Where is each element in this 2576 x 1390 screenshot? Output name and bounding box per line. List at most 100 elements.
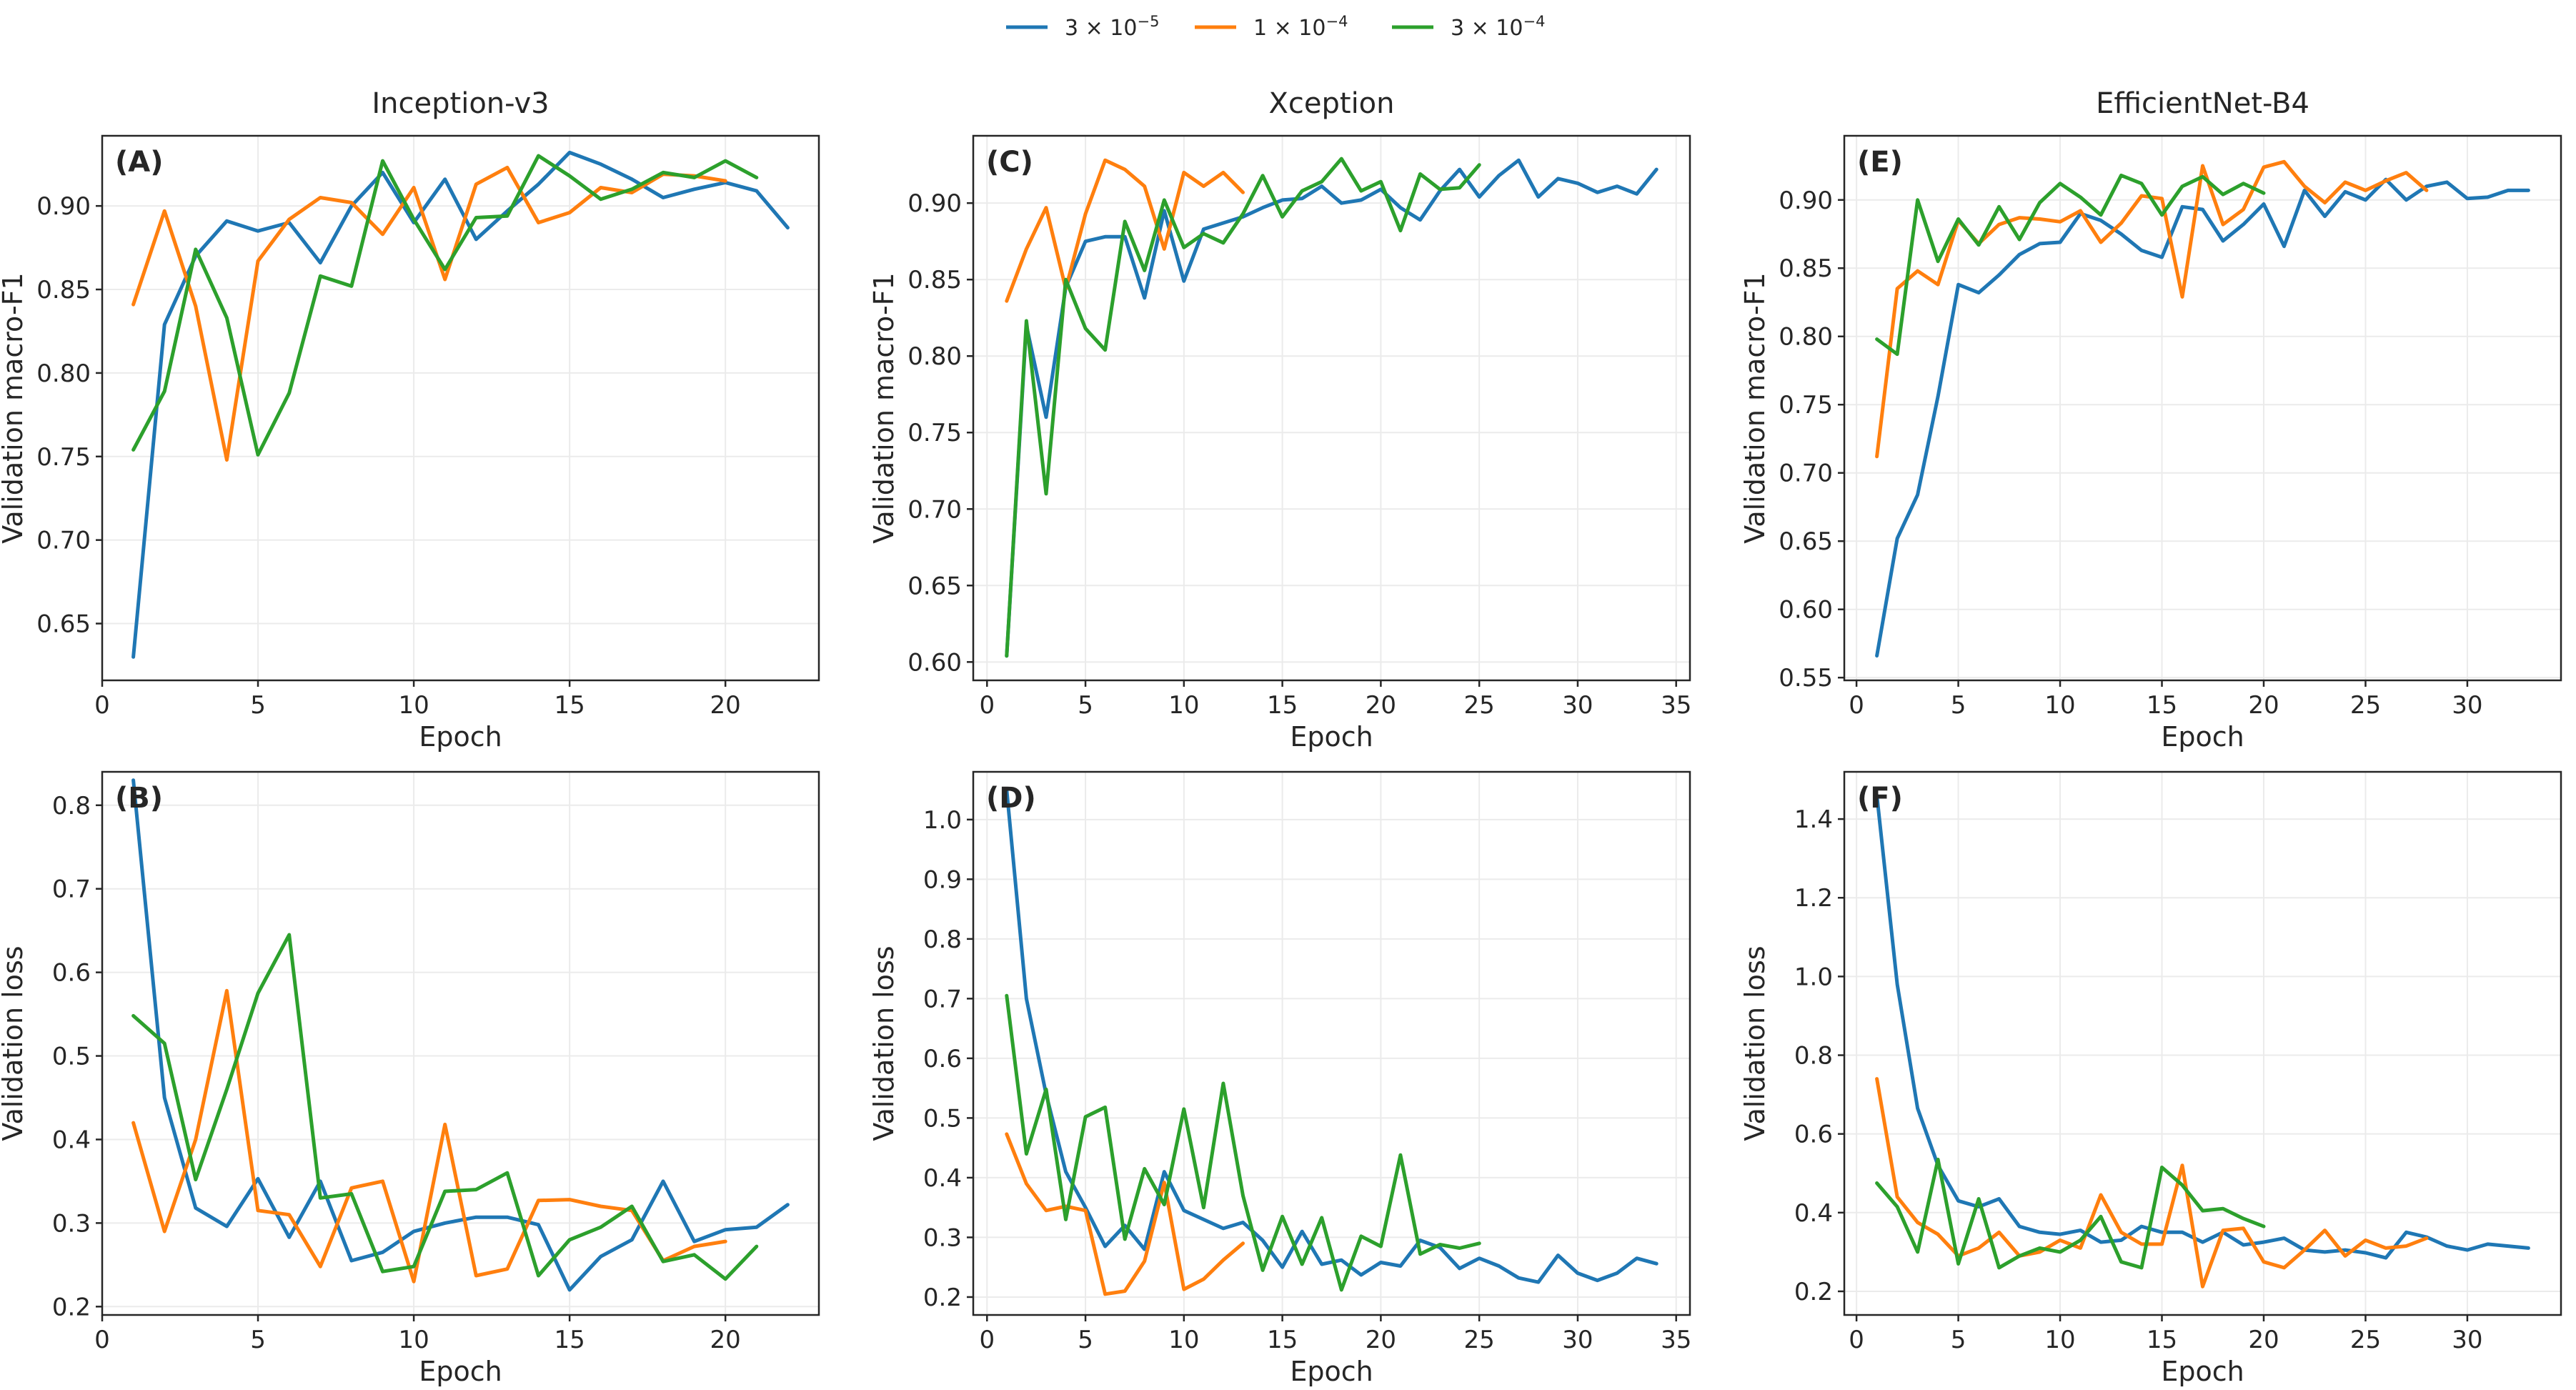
plot-frame	[1843, 770, 2562, 1316]
x-tick-label: 30	[1562, 691, 1593, 720]
plot-frame	[1843, 134, 2562, 682]
x-tick-label: 10	[1168, 691, 1199, 720]
y-tick-label: 0.8	[1794, 1042, 1833, 1071]
x-tick-label: 5	[1078, 691, 1093, 720]
panel-letter: (A)	[115, 146, 164, 179]
x-axis-label: Epoch	[1290, 1356, 1373, 1387]
x-tick-label: 0	[979, 691, 995, 720]
plot-frame	[101, 770, 820, 1316]
x-tick-label: 10	[398, 691, 429, 720]
panel-letter: (B)	[115, 782, 163, 815]
legend-item-3: 3 × 10−4	[1392, 13, 1545, 41]
x-axis-label: Epoch	[2161, 1356, 2244, 1387]
x-tick-label: 35	[1661, 691, 1691, 720]
plot-frame	[972, 134, 1691, 682]
x-tick-label: 15	[2147, 1326, 2177, 1354]
series-line-2	[1875, 1077, 2429, 1289]
y-tick-label: 0.7	[52, 875, 91, 904]
x-tick-label: 20	[710, 691, 741, 720]
legend-item-2: 1 × 10−4	[1195, 13, 1348, 41]
series-line-2	[131, 165, 727, 462]
series-line-1	[131, 778, 790, 1292]
x-tick-label: 20	[710, 1326, 741, 1354]
y-axis-label: Validation loss	[868, 945, 900, 1141]
x-tick-label: 15	[1267, 1326, 1298, 1354]
y-tick-label: 0.85	[907, 266, 962, 294]
y-tick-label: 1.2	[1794, 884, 1833, 913]
panel-f: 0 5 10 15 20 25 30 0.2 0.4 0.6 0.8 1.0 1.2 1.4 Epoch Va…	[1739, 770, 2562, 1387]
x-tick-label: 0	[979, 1326, 995, 1354]
y-tick-label: 0.65	[907, 572, 962, 600]
column-title: EfficientNet-B4	[2096, 87, 2309, 120]
x-tick-label: 30	[2452, 691, 2482, 720]
y-tick-label: 0.65	[1779, 527, 1833, 556]
x-tick-label: 15	[554, 1326, 585, 1354]
series-line-3	[131, 154, 759, 457]
y-tick-label: 0.90	[907, 189, 962, 218]
x-axis-label: Epoch	[419, 721, 502, 753]
y-tick-label: 0.90	[36, 192, 91, 221]
series-line-2	[1875, 159, 2429, 459]
y-tick-label: 0.60	[1779, 596, 1833, 625]
series-line-2	[1005, 1132, 1245, 1296]
y-tick-label: 0.4	[52, 1126, 91, 1154]
series-line-3	[1875, 173, 2266, 357]
series-line-3	[1875, 1158, 2266, 1270]
legend-item-1: 3 × 10−5	[1006, 13, 1159, 41]
plot-frame	[972, 770, 1691, 1316]
x-tick-label: 5	[1951, 691, 1966, 720]
y-tick-label: 0.9	[923, 865, 962, 894]
y-tick-label: 0.75	[36, 443, 91, 472]
x-tick-label: 5	[250, 691, 266, 720]
x-tick-label: 20	[2248, 691, 2279, 720]
y-tick-label: 1.0	[923, 806, 962, 835]
y-tick-label: 0.90	[1779, 187, 1833, 215]
y-tick-label: 0.2	[1794, 1278, 1833, 1306]
x-tick-label: 20	[2248, 1326, 2279, 1354]
panel-letter: (E)	[1857, 146, 1903, 179]
x-tick-label: 5	[1078, 1326, 1093, 1354]
x-tick-label: 25	[2350, 1326, 2381, 1354]
column-title: Xception	[1268, 87, 1394, 120]
x-tick-label: 25	[1464, 1326, 1495, 1354]
x-tick-label: 10	[398, 1326, 429, 1354]
y-tick-label: 0.8	[923, 925, 962, 954]
panels: 0 5 10 15 200.650.700.750.800.850.90EpochVal…	[0, 87, 2562, 1387]
panel-a: 0 5 10 15 20 0.65 0.70 0.75 0.80 0.85 0.90 Epoch Val…	[0, 87, 820, 753]
legend-label: 3 × 10−4	[1451, 13, 1545, 41]
x-tick-label: 30	[2452, 1326, 2482, 1354]
panel-b: 0 5 10 15 20 0.2 0.3 0.4 0.5 0.6 0.7 0.8 Epoch Valida…	[0, 770, 820, 1387]
plot-frame	[101, 134, 820, 682]
legend-label: 1 × 10−4	[1253, 13, 1348, 41]
x-axis-label: Epoch	[2161, 721, 2244, 753]
x-tick-label: 15	[2147, 691, 2177, 720]
y-axis-label: Validation loss	[0, 945, 29, 1141]
y-tick-label: 0.75	[1779, 391, 1833, 420]
series-line-2	[1005, 158, 1245, 303]
y-tick-label: 0.5	[52, 1043, 91, 1071]
y-tick-label: 0.3	[52, 1209, 91, 1238]
y-tick-label: 0.3	[923, 1223, 962, 1252]
series-line-1	[1875, 177, 2530, 658]
y-tick-label: 0.80	[36, 359, 91, 388]
y-tick-label: 0.6	[52, 959, 91, 988]
y-tick-label: 0.85	[1779, 254, 1833, 283]
x-tick-label: 35	[1661, 1326, 1691, 1354]
panel-letter: (D)	[986, 782, 1036, 815]
panel-letter: (F)	[1857, 782, 1903, 815]
y-tick-label: 0.4	[1794, 1199, 1833, 1228]
panel-c: 0 5 10 15 20 25 30 35 0.60 0.65 0.70 0.75 0.80 0.85 0.…	[868, 87, 1691, 753]
x-tick-label: 30	[1562, 1326, 1593, 1354]
x-tick-label: 10	[2044, 691, 2075, 720]
x-tick-label: 5	[250, 1326, 266, 1354]
series-line-1	[1005, 158, 1659, 658]
series-line-3	[131, 933, 759, 1281]
x-tick-label: 15	[554, 691, 585, 720]
x-axis-label: Epoch	[1290, 721, 1373, 753]
series-line-3	[1005, 157, 1481, 658]
y-tick-label: 0.80	[907, 342, 962, 371]
y-tick-label: 0.8	[52, 792, 91, 820]
y-axis-label: Validation macro-F1	[1739, 272, 1771, 543]
y-axis-label: Validation macro-F1	[868, 272, 900, 543]
y-tick-label: 0.55	[1779, 664, 1833, 692]
